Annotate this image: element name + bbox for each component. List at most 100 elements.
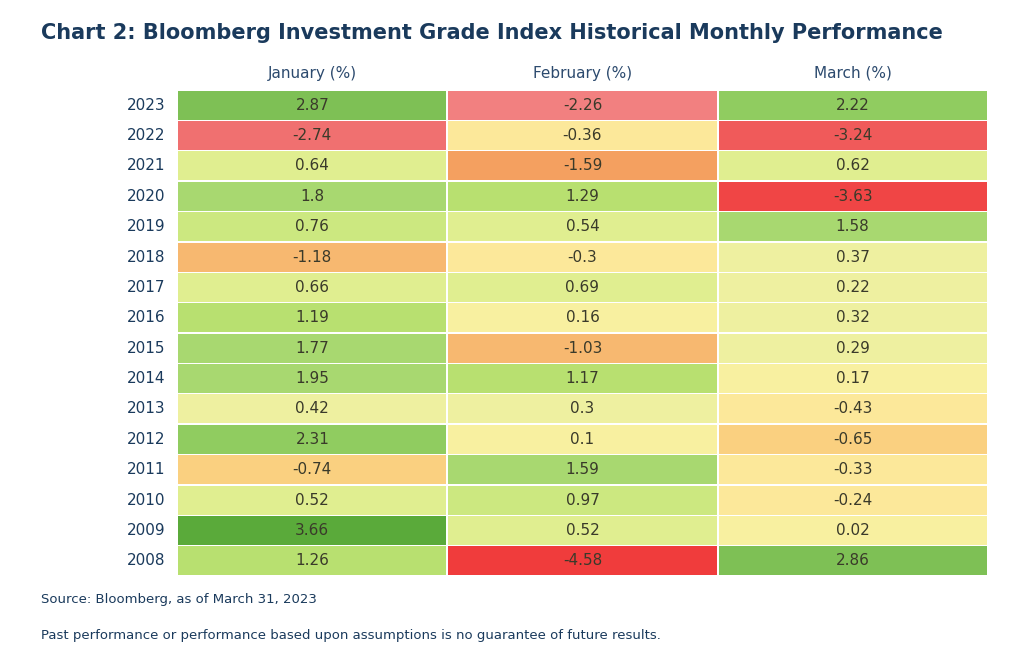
Bar (449, 121, 716, 150)
Bar (718, 334, 987, 363)
Text: 2019: 2019 (127, 219, 165, 234)
Text: 1.29: 1.29 (565, 188, 600, 204)
Bar (178, 242, 447, 272)
Text: 2013: 2013 (127, 402, 165, 416)
Text: 0.76: 0.76 (296, 219, 329, 234)
Bar (449, 334, 716, 363)
Text: 0.16: 0.16 (565, 310, 600, 325)
Text: -3.63: -3.63 (833, 188, 872, 204)
Text: -3.24: -3.24 (833, 128, 872, 143)
Text: 0.37: 0.37 (836, 250, 869, 264)
Text: 2015: 2015 (127, 341, 165, 356)
Bar (449, 182, 716, 210)
Text: -0.24: -0.24 (833, 493, 872, 507)
Bar (449, 273, 716, 302)
Bar (718, 516, 987, 545)
Bar (178, 456, 447, 484)
Text: 3.66: 3.66 (295, 523, 329, 538)
Text: -2.74: -2.74 (293, 128, 332, 143)
Text: January (%): January (%) (267, 66, 357, 81)
Text: 1.77: 1.77 (296, 341, 329, 356)
Bar (718, 425, 987, 454)
Bar (718, 394, 987, 424)
Text: -0.36: -0.36 (563, 128, 602, 143)
Text: Source: Bloomberg, as of March 31, 2023: Source: Bloomberg, as of March 31, 2023 (41, 593, 316, 606)
Bar (718, 212, 987, 241)
Text: 1.19: 1.19 (296, 310, 329, 325)
Text: Chart 2: Bloomberg Investment Grade Index Historical Monthly Performance: Chart 2: Bloomberg Investment Grade Inde… (41, 23, 942, 43)
Bar (449, 212, 716, 241)
Text: March (%): March (%) (813, 66, 891, 81)
Bar (178, 273, 447, 302)
Text: 1.58: 1.58 (836, 219, 869, 234)
Text: -0.65: -0.65 (833, 432, 872, 447)
Text: 0.22: 0.22 (836, 280, 869, 295)
Bar (718, 151, 987, 180)
Text: 2.22: 2.22 (836, 98, 869, 113)
Text: 2.86: 2.86 (836, 553, 869, 568)
Bar (449, 91, 716, 120)
Bar (178, 121, 447, 150)
Bar (449, 516, 716, 545)
Text: February (%): February (%) (533, 66, 632, 81)
Text: -1.03: -1.03 (563, 341, 602, 356)
Text: 2009: 2009 (127, 523, 165, 538)
Text: 0.66: 0.66 (296, 280, 329, 295)
Text: 0.32: 0.32 (836, 310, 869, 325)
Text: 2.31: 2.31 (296, 432, 329, 447)
Text: 0.02: 0.02 (836, 523, 869, 538)
Bar (178, 151, 447, 180)
Bar (178, 546, 447, 575)
Bar (178, 212, 447, 241)
Text: 0.54: 0.54 (565, 219, 600, 234)
Bar (718, 242, 987, 272)
Bar (718, 121, 987, 150)
Bar (718, 364, 987, 393)
Text: -0.33: -0.33 (833, 462, 872, 478)
Text: 0.52: 0.52 (565, 523, 600, 538)
Text: 0.97: 0.97 (565, 493, 600, 507)
Bar (178, 516, 447, 545)
Bar (718, 91, 987, 120)
Text: 1.26: 1.26 (296, 553, 329, 568)
Bar (449, 425, 716, 454)
Bar (178, 394, 447, 424)
Bar (178, 303, 447, 332)
Bar (449, 303, 716, 332)
Text: 0.3: 0.3 (570, 402, 595, 416)
Text: 2020: 2020 (127, 188, 165, 204)
Bar (718, 303, 987, 332)
Bar (718, 456, 987, 484)
Bar (718, 273, 987, 302)
Text: 2017: 2017 (127, 280, 165, 295)
Text: 2011: 2011 (127, 462, 165, 478)
Bar (178, 364, 447, 393)
Text: 0.52: 0.52 (296, 493, 329, 507)
Text: 0.29: 0.29 (836, 341, 869, 356)
Text: -1.18: -1.18 (293, 250, 332, 264)
Text: -4.58: -4.58 (563, 553, 602, 568)
Bar (449, 242, 716, 272)
Bar (449, 546, 716, 575)
Bar (449, 364, 716, 393)
Bar (449, 394, 716, 424)
Text: -0.74: -0.74 (293, 462, 332, 478)
Text: 2014: 2014 (127, 371, 165, 386)
Bar (718, 182, 987, 210)
Text: 0.69: 0.69 (565, 280, 600, 295)
Text: Past performance or performance based upon assumptions is no guarantee of future: Past performance or performance based up… (41, 629, 660, 643)
Bar (178, 91, 447, 120)
Text: -2.26: -2.26 (563, 98, 602, 113)
Text: 0.17: 0.17 (836, 371, 869, 386)
Bar (178, 334, 447, 363)
Text: 0.42: 0.42 (296, 402, 329, 416)
Bar (449, 456, 716, 484)
Bar (178, 425, 447, 454)
Text: 2021: 2021 (127, 159, 165, 173)
Bar (718, 546, 987, 575)
Text: 1.17: 1.17 (565, 371, 600, 386)
Text: 2018: 2018 (127, 250, 165, 264)
Text: 2016: 2016 (127, 310, 165, 325)
Text: -0.43: -0.43 (833, 402, 872, 416)
Bar (449, 151, 716, 180)
